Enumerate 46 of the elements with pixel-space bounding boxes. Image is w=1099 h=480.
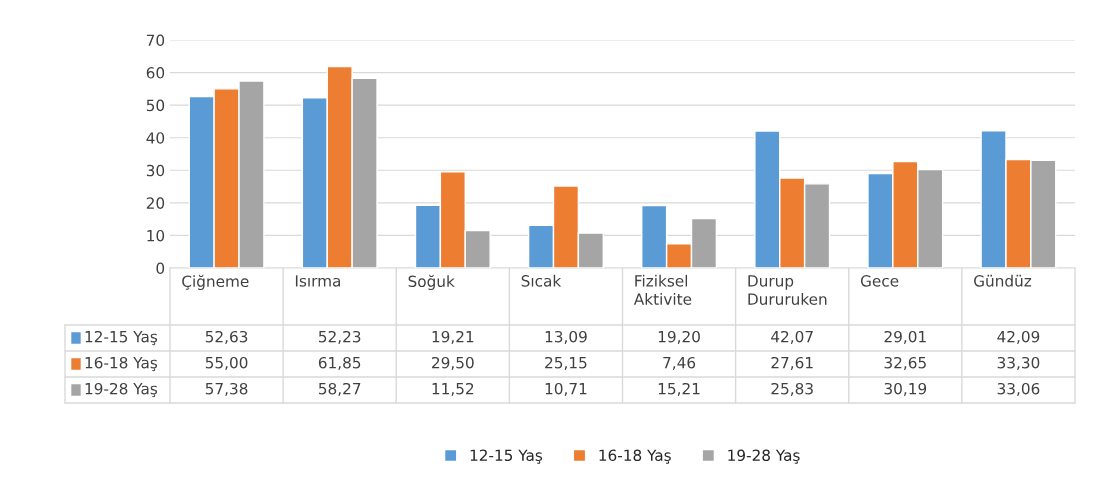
data-label: 30,19 <box>884 382 927 396</box>
y-tick-label: 30 <box>146 164 165 177</box>
data-label: 61,85 <box>318 356 361 370</box>
data-label: 33,06 <box>997 382 1040 396</box>
data-label: 52,23 <box>319 330 361 344</box>
data-label: 33,30 <box>997 356 1040 370</box>
y-tick-label: 60 <box>146 67 165 79</box>
x-tick-label: Fiziksel Aktivite <box>633 274 692 305</box>
y-tick-label: 20 <box>146 197 165 209</box>
data-label: 19,21 <box>432 330 474 344</box>
data-label: 15,21 <box>658 382 700 396</box>
y-tick-label: 50 <box>146 99 165 112</box>
data-label: 55,00 <box>205 356 248 370</box>
x-tick-label: Isırma <box>295 275 341 287</box>
legend-label: 16-18 Yaş <box>85 356 158 372</box>
data-label: 25,15 <box>545 356 587 370</box>
x-tick-label: Durup Dururuken <box>748 275 827 305</box>
data-label: 29,50 <box>432 356 474 370</box>
x-tick-label: Sıcak <box>521 274 562 287</box>
data-label: 25,83 <box>771 382 813 396</box>
data-label: 19,20 <box>658 330 700 344</box>
legend-label: 19-28 Yaş <box>85 382 158 398</box>
y-tick-label: 40 <box>146 132 165 144</box>
data-label: 29,01 <box>884 330 926 344</box>
x-tick-label: Gündüz <box>974 274 1032 287</box>
data-label: 27,61 <box>771 356 813 370</box>
data-label: 7,46 <box>663 356 696 370</box>
data-label: 42,07 <box>771 330 813 344</box>
data-label: 10,71 <box>545 382 587 396</box>
x-tick-label: Gece <box>860 275 899 287</box>
x-tick-label: Soğuk <box>408 274 455 291</box>
x-tick-label: Çiğneme <box>182 274 249 291</box>
legend-label: 12-15 Yaş <box>85 330 158 346</box>
text: 19-28 Yaş <box>728 449 800 464</box>
y-tick-label: 10 <box>147 229 165 242</box>
data-label: 32,65 <box>884 356 926 370</box>
y-tick-label: 70 <box>146 34 165 47</box>
text: 16-18 Yaş <box>599 449 671 464</box>
data-label: 42,09 <box>997 330 1040 344</box>
data-label: 57,38 <box>205 382 248 396</box>
data-label: 52,63 <box>205 330 248 344</box>
data-label: 11,52 <box>432 382 474 396</box>
data-label: 58,27 <box>319 382 361 396</box>
data-label: 13,09 <box>545 330 587 344</box>
text: 12-15 Yaş <box>470 449 543 464</box>
y-tick-label: 0 <box>156 262 165 275</box>
